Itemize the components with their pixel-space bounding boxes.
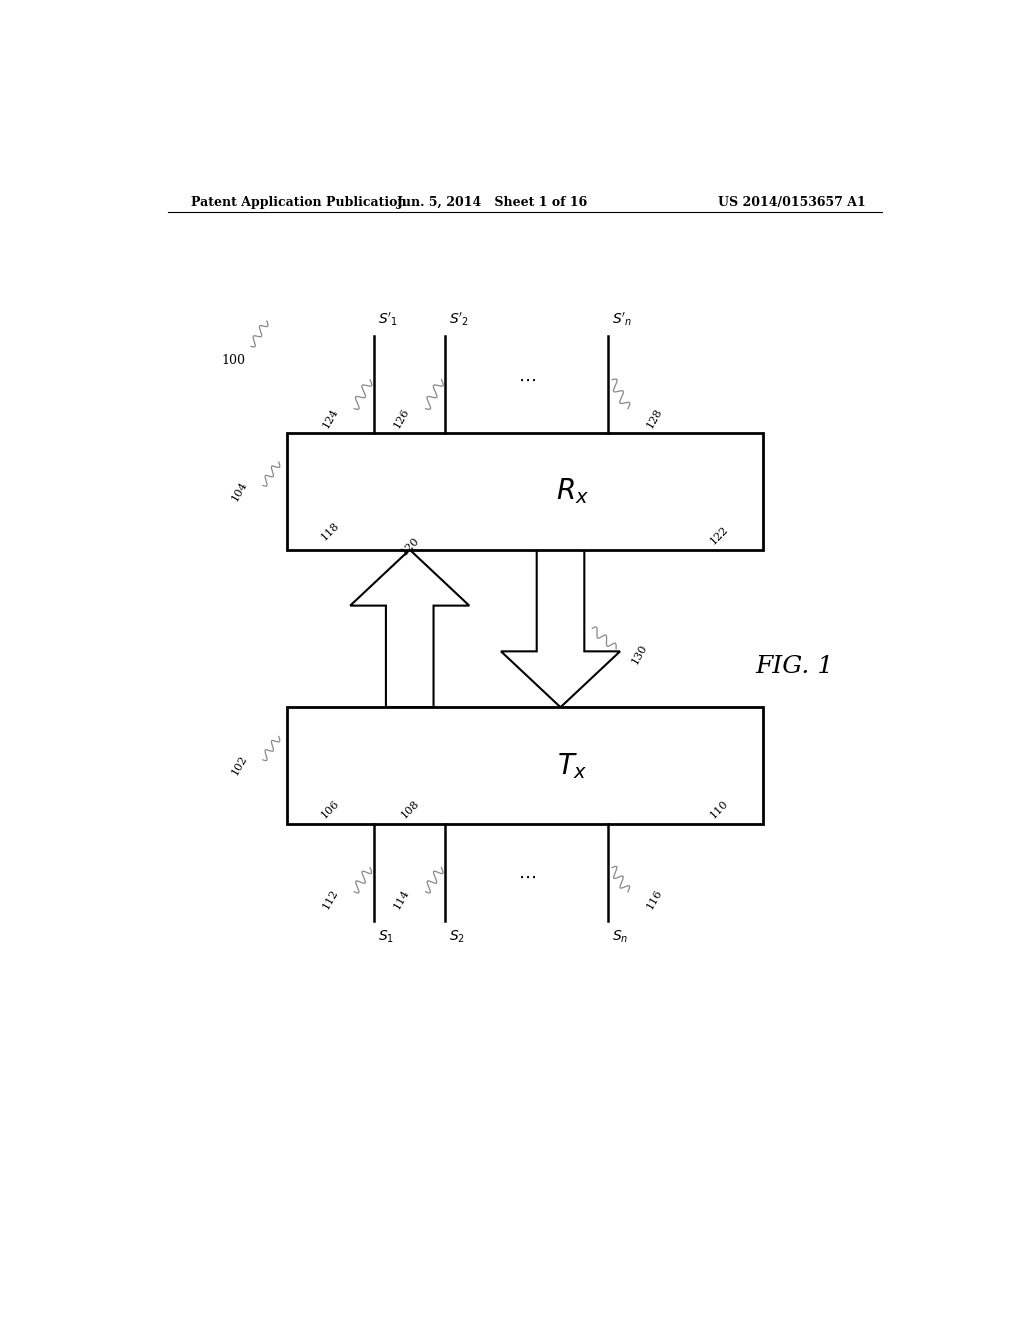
Text: FIG. 1: FIG. 1: [756, 655, 834, 678]
Text: $S_n$: $S_n$: [612, 929, 629, 945]
Text: $S'_n$: $S'_n$: [612, 310, 633, 329]
Text: US 2014/0153657 A1: US 2014/0153657 A1: [718, 195, 866, 209]
Text: 108: 108: [398, 799, 421, 821]
Text: 118: 118: [319, 520, 341, 543]
Text: $T_x$: $T_x$: [557, 751, 588, 780]
Text: Jun. 5, 2014   Sheet 1 of 16: Jun. 5, 2014 Sheet 1 of 16: [397, 195, 589, 209]
Text: 106: 106: [319, 799, 341, 821]
Text: 104: 104: [229, 479, 249, 503]
Text: 122: 122: [709, 524, 730, 546]
Text: 112: 112: [321, 888, 340, 911]
Polygon shape: [350, 549, 469, 708]
Text: $S'_2$: $S'_2$: [450, 310, 470, 329]
Text: $R_x$: $R_x$: [556, 477, 589, 506]
Text: 130: 130: [630, 642, 649, 665]
Text: 128: 128: [644, 407, 664, 430]
Text: $S_2$: $S_2$: [450, 929, 466, 945]
Text: 114: 114: [392, 888, 412, 911]
Text: $\cdots$: $\cdots$: [518, 869, 536, 886]
Bar: [287, 708, 763, 824]
Text: 100: 100: [221, 354, 246, 367]
Text: 102: 102: [229, 754, 249, 777]
Text: $S'_1$: $S'_1$: [378, 310, 398, 329]
Polygon shape: [501, 549, 620, 708]
Text: 124: 124: [321, 407, 340, 430]
Text: $\cdots$: $\cdots$: [518, 371, 536, 388]
Text: 110: 110: [709, 799, 730, 821]
Text: 116: 116: [644, 888, 664, 911]
Text: Patent Application Publication: Patent Application Publication: [191, 195, 407, 209]
Bar: [287, 433, 763, 549]
Text: 120: 120: [398, 536, 421, 558]
Text: 126: 126: [392, 407, 412, 430]
Text: $S_1$: $S_1$: [378, 929, 394, 945]
